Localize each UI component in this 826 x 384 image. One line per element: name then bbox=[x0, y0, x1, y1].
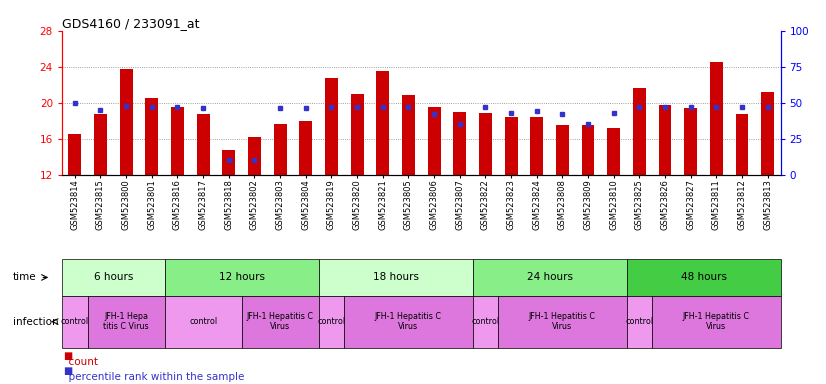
Bar bbox=[684, 108, 697, 175]
Text: control: control bbox=[625, 317, 653, 326]
Bar bbox=[505, 117, 518, 175]
Bar bbox=[299, 121, 312, 175]
Text: control: control bbox=[189, 317, 217, 326]
Text: GDS4160 / 233091_at: GDS4160 / 233091_at bbox=[62, 17, 199, 30]
Text: JFH-1 Hepatitis C
Virus: JFH-1 Hepatitis C Virus bbox=[529, 312, 596, 331]
Text: 24 hours: 24 hours bbox=[527, 272, 572, 283]
Bar bbox=[658, 104, 672, 175]
Bar bbox=[325, 78, 338, 175]
Bar bbox=[710, 62, 723, 175]
Bar bbox=[479, 113, 491, 175]
Bar bbox=[736, 114, 748, 175]
Bar bbox=[145, 98, 159, 175]
Bar bbox=[428, 107, 440, 175]
Text: time: time bbox=[13, 272, 36, 283]
Text: percentile rank within the sample: percentile rank within the sample bbox=[62, 372, 244, 382]
Text: JFH-1 Hepa
titis C Virus: JFH-1 Hepa titis C Virus bbox=[103, 312, 149, 331]
Bar bbox=[273, 124, 287, 175]
Bar bbox=[94, 114, 107, 175]
Bar bbox=[453, 112, 466, 175]
Bar bbox=[88, 296, 164, 348]
Text: control: control bbox=[317, 317, 345, 326]
Bar bbox=[69, 134, 81, 175]
Bar bbox=[653, 296, 781, 348]
Bar bbox=[344, 296, 472, 348]
Bar bbox=[351, 94, 363, 175]
Text: JFH-1 Hepatitis C
Virus: JFH-1 Hepatitis C Virus bbox=[375, 312, 442, 331]
Text: count: count bbox=[62, 357, 98, 367]
Text: JFH-1 Hepatitis C
Virus: JFH-1 Hepatitis C Virus bbox=[247, 312, 314, 331]
Bar bbox=[377, 71, 389, 175]
Bar bbox=[402, 94, 415, 175]
Bar bbox=[164, 296, 241, 348]
Text: ■: ■ bbox=[63, 366, 72, 376]
Bar bbox=[171, 107, 184, 175]
Bar bbox=[62, 259, 164, 296]
Text: infection: infection bbox=[13, 316, 59, 327]
Bar bbox=[62, 296, 88, 348]
Bar bbox=[248, 137, 261, 175]
Bar bbox=[222, 149, 235, 175]
Bar bbox=[762, 92, 774, 175]
Text: control: control bbox=[61, 317, 89, 326]
Bar bbox=[607, 128, 620, 175]
Bar bbox=[319, 259, 472, 296]
Bar bbox=[164, 259, 319, 296]
Bar bbox=[498, 296, 627, 348]
Bar bbox=[582, 125, 595, 175]
Text: control: control bbox=[472, 317, 500, 326]
Bar bbox=[627, 296, 653, 348]
Bar bbox=[241, 296, 319, 348]
Bar bbox=[120, 70, 132, 175]
Bar bbox=[472, 296, 498, 348]
Bar bbox=[556, 125, 569, 175]
Bar bbox=[633, 88, 646, 175]
Bar bbox=[472, 259, 627, 296]
Bar bbox=[319, 296, 344, 348]
Bar bbox=[530, 117, 544, 175]
Bar bbox=[627, 259, 781, 296]
Text: JFH-1 Hepatitis C
Virus: JFH-1 Hepatitis C Virus bbox=[683, 312, 750, 331]
Text: 12 hours: 12 hours bbox=[219, 272, 264, 283]
Text: 48 hours: 48 hours bbox=[681, 272, 727, 283]
Bar bbox=[197, 114, 210, 175]
Text: ■: ■ bbox=[63, 351, 72, 361]
Text: 18 hours: 18 hours bbox=[373, 272, 419, 283]
Text: 6 hours: 6 hours bbox=[93, 272, 133, 283]
